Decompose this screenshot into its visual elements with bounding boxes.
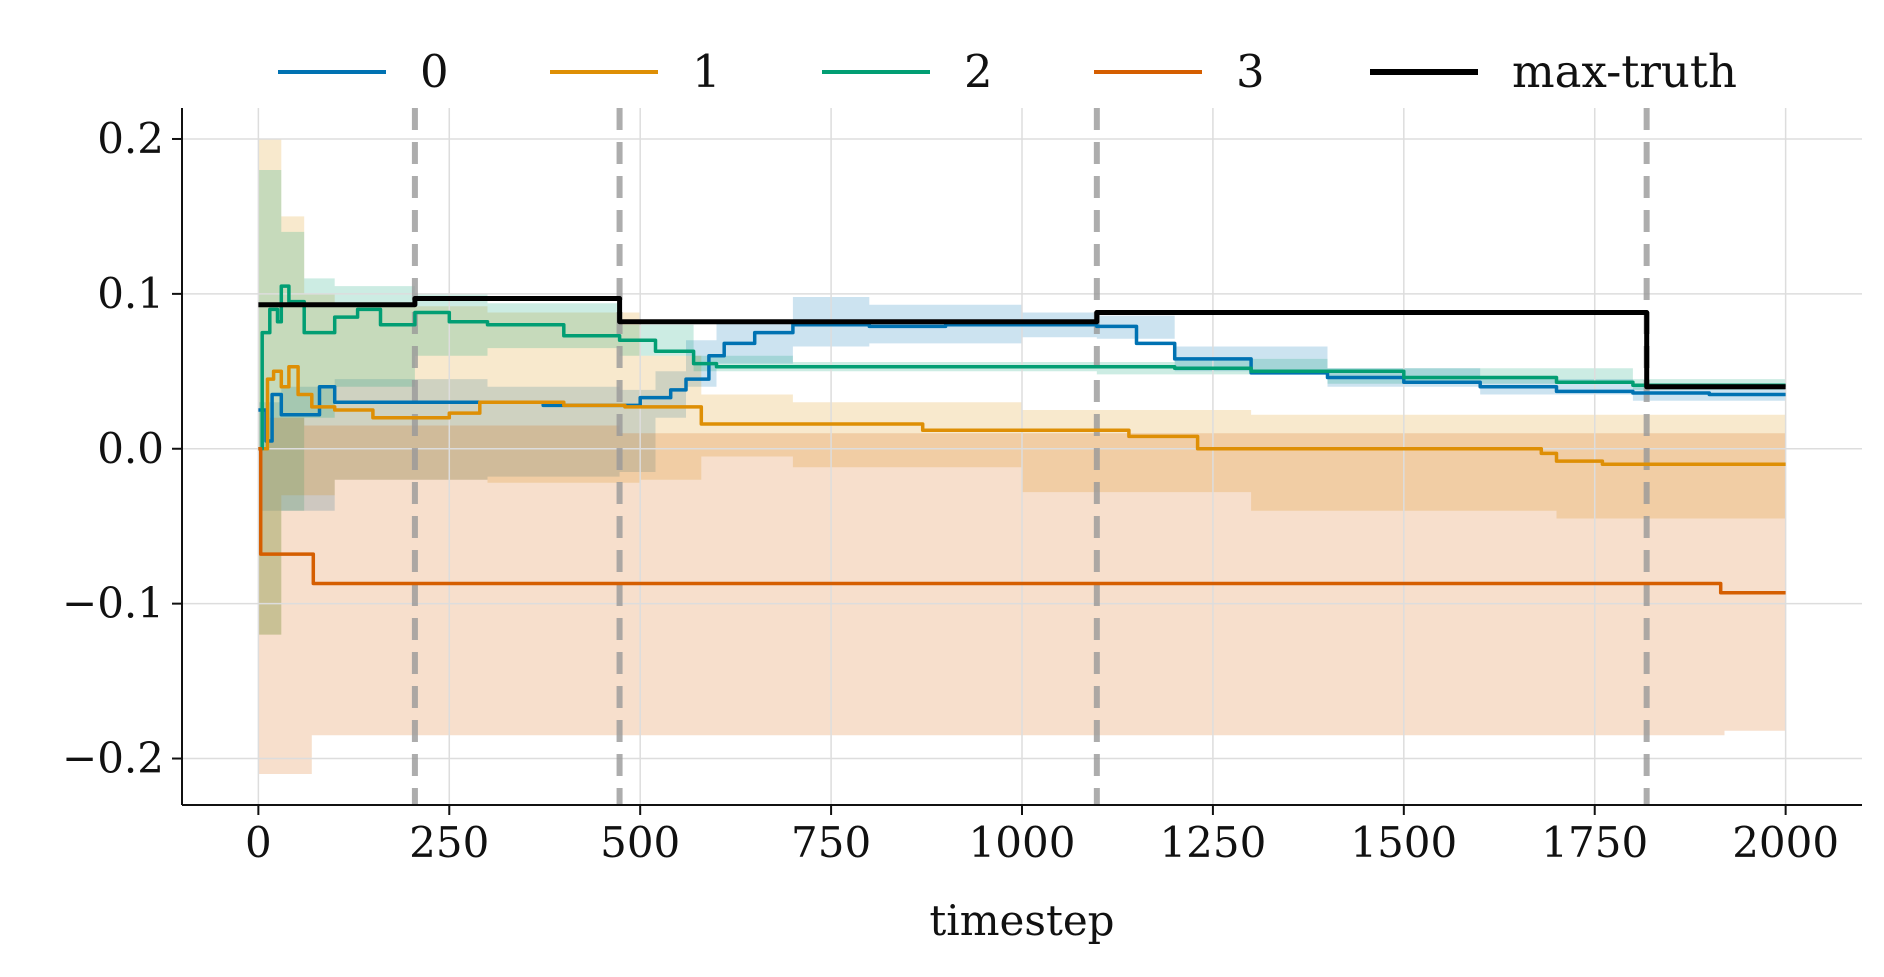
y-tick-label: −0.2 — [62, 734, 164, 783]
change-markers — [411, 108, 1650, 805]
legend-label-1: 1 — [692, 45, 721, 98]
legend: 0 1 2 3 max-truth — [278, 45, 1737, 98]
y-tick-label: 0.2 — [97, 114, 164, 163]
legend-label-3: 3 — [1236, 45, 1265, 98]
line-series-2 — [258, 284, 1786, 451]
x-tick-label: 750 — [791, 818, 871, 867]
x-tick-label: 2000 — [1732, 818, 1839, 867]
x-axis-title: timestep — [929, 896, 1114, 945]
y-tick-label: −0.1 — [62, 579, 164, 628]
ticks: 0 250 500 750 1000 1250 1500 1750 2000 0.2 0.1 0.0 −… — [62, 114, 1839, 867]
x-tick-label: 1250 — [1159, 818, 1266, 867]
series-lines — [258, 284, 1786, 595]
legend-label-max-truth: max-truth — [1512, 45, 1737, 98]
line-series-3 — [258, 447, 1786, 595]
legend-label-2: 2 — [964, 45, 993, 98]
x-tick-label: 1000 — [969, 818, 1076, 867]
line-series-max-truth — [258, 296, 1786, 390]
grid — [182, 108, 1862, 805]
y-tick-label: 0.0 — [97, 424, 164, 473]
y-tick-label: 0.1 — [97, 269, 164, 318]
x-tick-label: 0 — [245, 818, 272, 867]
x-tick-label: 1500 — [1350, 818, 1457, 867]
x-tick-label: 1750 — [1541, 818, 1648, 867]
x-tick-label: 500 — [600, 818, 680, 867]
x-tick-label: 250 — [409, 818, 489, 867]
line-series-0 — [258, 323, 1786, 443]
legend-label-0: 0 — [420, 45, 449, 98]
line-series-1 — [258, 364, 1786, 466]
